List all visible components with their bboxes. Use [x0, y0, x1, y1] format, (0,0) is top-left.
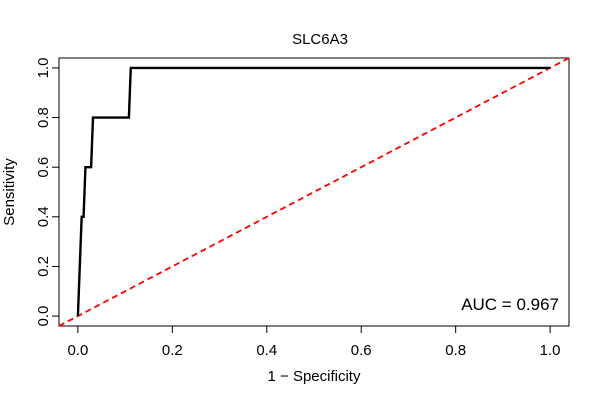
- x-tick-label: 0.2: [162, 342, 183, 359]
- y-tick-label: 0.0: [35, 306, 52, 327]
- y-axis-label: Sensitivity: [1, 158, 18, 226]
- x-axis: 0.0 0.2 0.4 0.6 0.8 1.0: [67, 326, 561, 359]
- y-tick-label: 0.4: [35, 206, 52, 227]
- y-tick-label: 0.2: [35, 256, 52, 277]
- x-tick-label: 0.6: [351, 342, 372, 359]
- y-axis: 0.0 0.2 0.4 0.6 0.8 1.0: [35, 57, 59, 327]
- x-tick-label: 0.0: [67, 342, 88, 359]
- x-tick-label: 0.8: [445, 342, 466, 359]
- reference-line: [58, 57, 570, 327]
- y-tick-label: 0.8: [35, 107, 52, 128]
- x-tick-label: 0.4: [256, 342, 277, 359]
- chart-title: SLC6A3: [292, 31, 348, 48]
- y-tick-label: 0.6: [35, 157, 52, 178]
- auc-label: AUC = 0.967: [461, 295, 559, 314]
- x-axis-label: 1 − Specificity: [268, 368, 361, 385]
- plot-frame: [58, 57, 570, 327]
- x-tick-label: 1.0: [540, 342, 561, 359]
- y-tick-label: 1.0: [35, 57, 52, 78]
- roc-curve: [76, 66, 551, 317]
